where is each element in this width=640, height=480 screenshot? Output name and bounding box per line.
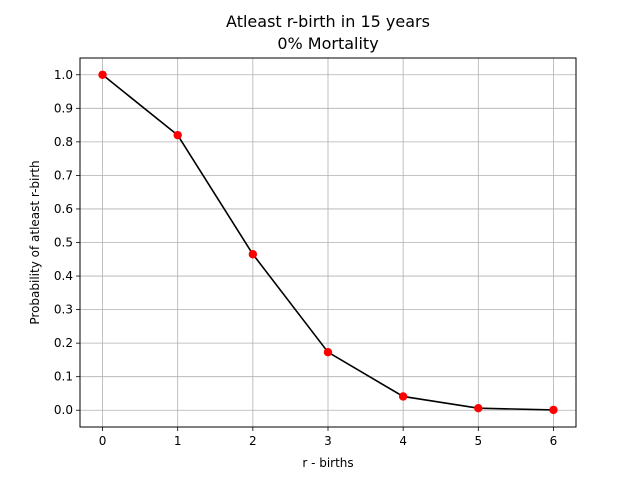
y-axis-label: Probability of atleast r-birth — [28, 160, 42, 324]
y-tick-label: 0.6 — [54, 202, 73, 216]
axis-ticks: 0 1 2 3 4 5 6 0.0 0.1 0.2 0.3 0.4 0.5 0.6 0.7 0.8 0.9 1.0 — [54, 68, 557, 448]
y-tick-label: 0.4 — [54, 269, 73, 283]
x-tick-label: 3 — [324, 434, 332, 448]
data-point — [98, 70, 107, 79]
data-point — [549, 405, 558, 415]
y-tick-label: 0.5 — [54, 236, 73, 250]
y-tick-label: 0.7 — [54, 168, 73, 182]
grid-lines — [80, 58, 576, 427]
x-tick-label: 5 — [474, 434, 482, 448]
chart-title: Atleast r-birth in 15 years — [226, 12, 430, 31]
data-point — [474, 404, 483, 413]
y-tick-label: 1.0 — [54, 68, 73, 82]
x-tick-label: 0 — [99, 434, 107, 448]
x-tick-label: 6 — [550, 434, 558, 448]
x-tick-label: 4 — [399, 434, 407, 448]
y-tick-label: 0.3 — [54, 303, 73, 317]
y-tick-label: 0.9 — [54, 101, 73, 115]
x-tick-label: 1 — [174, 434, 182, 448]
data-point — [398, 392, 408, 401]
y-tick-label: 0.2 — [54, 336, 73, 350]
series-layer — [98, 70, 558, 415]
chart-subtitle: 0% Mortality — [277, 34, 378, 53]
y-tick-label: 0.8 — [54, 135, 73, 149]
y-tick-label: 0.0 — [54, 403, 73, 417]
x-tick-label: 2 — [249, 434, 257, 448]
data-point — [173, 130, 182, 140]
x-axis-label: r - births — [302, 456, 353, 470]
data-point — [323, 347, 333, 357]
y-tick-label: 0.1 — [54, 370, 73, 384]
data-point — [248, 250, 258, 259]
